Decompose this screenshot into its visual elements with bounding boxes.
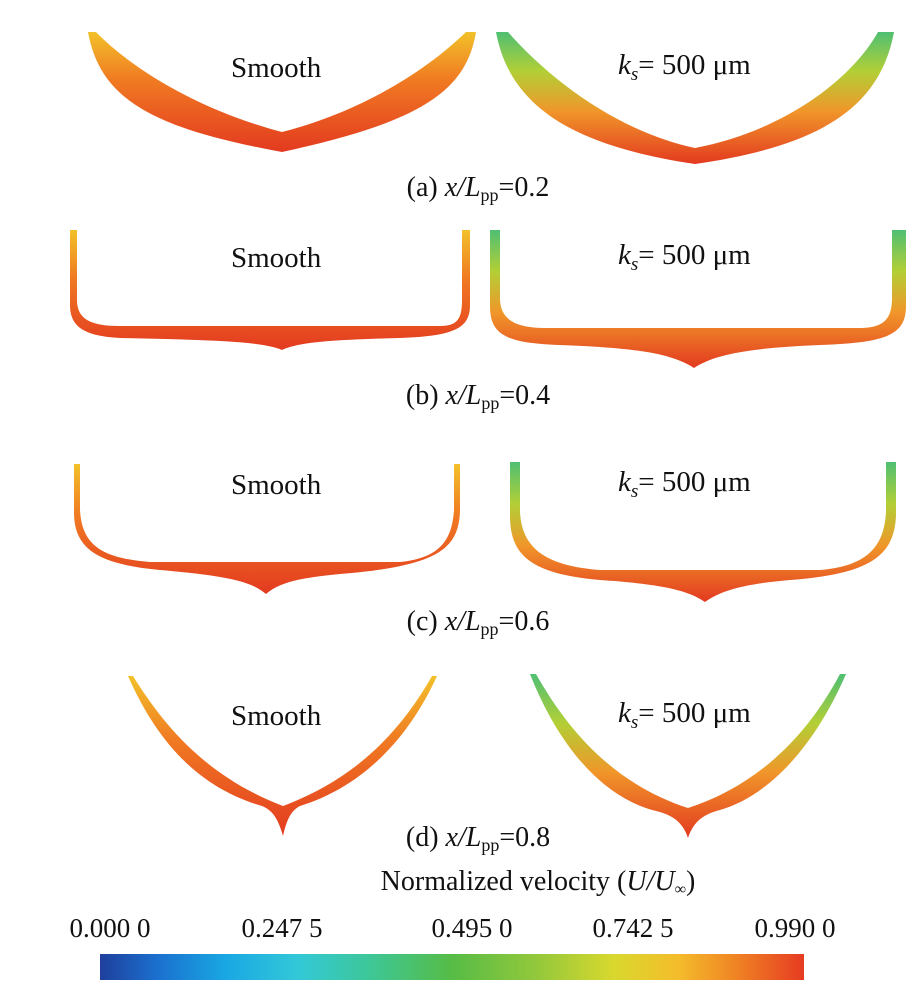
ks-value: = 500 μm <box>638 49 751 81</box>
colorbar-title-prefix: Normalized velocity ( <box>380 866 627 897</box>
caption-a: (a) x/Lpp=0.2 <box>407 172 550 206</box>
ks-value: = 500 μm <box>638 697 751 729</box>
colorbar-tick-2: 0.495 0 <box>431 913 513 943</box>
label-smooth-b: Smooth <box>231 242 322 274</box>
caption-label: (c) <box>406 606 445 637</box>
contour-b-smooth <box>70 230 470 350</box>
caption-d: (d) x/Lpp=0.8 <box>406 822 550 856</box>
ks-symbol: k <box>618 466 631 498</box>
colorbar-title-suffix: ) <box>686 866 696 897</box>
label-rough-a: ks= 500 μm <box>618 49 751 86</box>
caption-value: =0.4 <box>499 380 551 411</box>
caption-subscript: pp <box>480 185 499 205</box>
caption-variable: x/L <box>444 172 481 203</box>
colorbar-tick-1: 0.247 5 <box>241 913 323 943</box>
ks-subscript: s <box>630 712 639 733</box>
contour-d-smooth <box>128 676 437 836</box>
ks-symbol: k <box>618 239 631 271</box>
contour-c-rough <box>510 462 896 602</box>
ks-subscript: s <box>630 254 639 275</box>
label-rough-d: ks= 500 μm <box>618 697 751 734</box>
caption-c: (c) x/Lpp=0.6 <box>407 606 550 640</box>
caption-label: (b) <box>405 380 446 411</box>
contour-a-rough <box>496 32 894 164</box>
caption-value: =0.8 <box>499 822 551 853</box>
contour-a-smooth <box>88 32 476 152</box>
colorbar-title-variable: U/U <box>626 866 675 897</box>
caption-b: (b) x/Lpp=0.4 <box>406 380 550 414</box>
label-smooth-d: Smooth <box>231 700 322 732</box>
ks-subscript: s <box>630 64 639 85</box>
colorbar-tick-3: 0.742 5 <box>592 913 674 943</box>
caption-variable: x/L <box>444 606 481 637</box>
caption-label: (a) <box>406 172 445 203</box>
contour-d-rough <box>530 674 846 838</box>
ks-value: = 500 μm <box>638 239 751 271</box>
label-smooth-a: Smooth <box>231 52 322 84</box>
caption-subscript: pp <box>481 393 500 413</box>
ks-symbol: k <box>618 697 631 729</box>
ks-value: = 500 μm <box>638 466 751 498</box>
caption-variable: x/L <box>445 380 482 411</box>
contour-b-rough <box>490 230 906 368</box>
ks-subscript: s <box>630 481 639 502</box>
caption-subscript: pp <box>481 835 500 855</box>
caption-label: (d) <box>405 822 446 853</box>
colorbar-gradient <box>100 954 804 980</box>
colorbar-title: Normalized velocity (U/U∞) <box>381 866 696 899</box>
caption-variable: x/L <box>445 822 482 853</box>
label-rough-c: ks= 500 μm <box>618 466 751 503</box>
contour-c-smooth <box>74 464 460 594</box>
label-rough-b: ks= 500 μm <box>618 239 751 276</box>
label-smooth-c: Smooth <box>231 469 322 501</box>
caption-value: =0.2 <box>498 172 550 203</box>
colorbar-tick-4: 0.990 0 <box>754 913 836 943</box>
colorbar-title-subscript: ∞ <box>674 881 686 898</box>
caption-value: =0.6 <box>498 606 550 637</box>
caption-subscript: pp <box>480 619 499 639</box>
ks-symbol: k <box>618 49 631 81</box>
colorbar-tick-0: 0.000 0 <box>69 913 151 943</box>
